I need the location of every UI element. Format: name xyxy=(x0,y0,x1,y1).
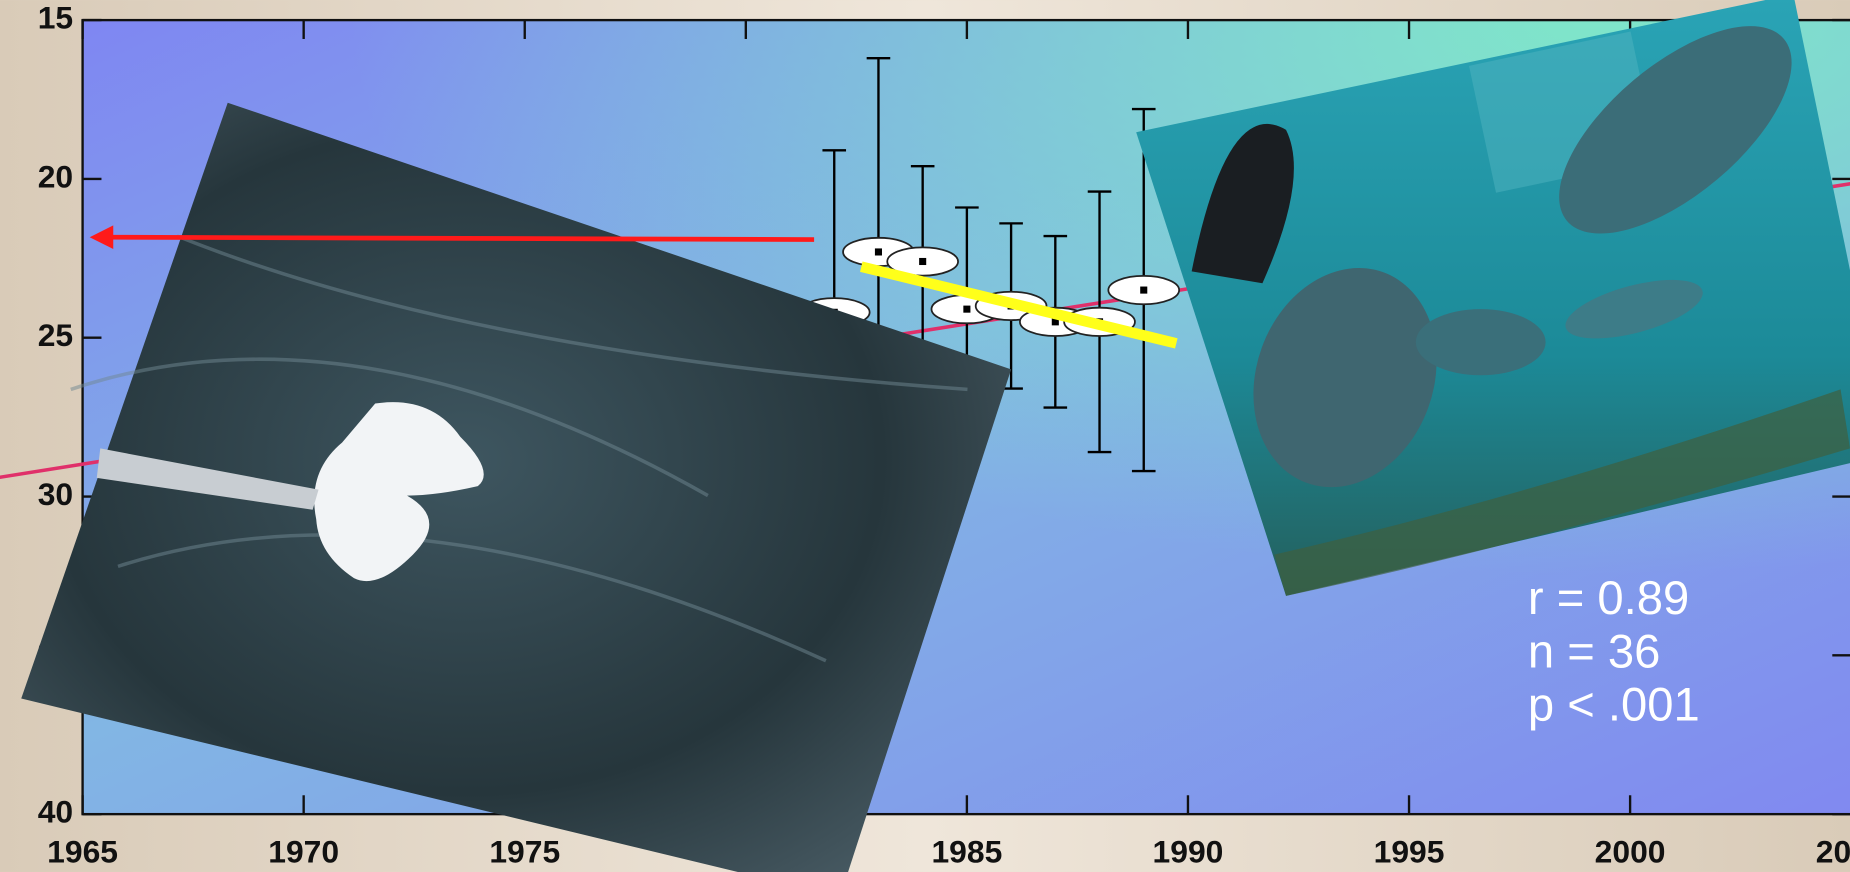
y-tick-label: 30 xyxy=(38,476,73,512)
point-dot xyxy=(1140,287,1147,294)
x-tick-label: 1995 xyxy=(1374,834,1445,870)
stat-annotation: r = 0.89 xyxy=(1528,572,1689,625)
x-tick-label: 1970 xyxy=(268,834,339,870)
point-dot xyxy=(919,258,926,265)
y-tick-label: 40 xyxy=(38,794,73,830)
chart: 1965197019751980198519901995200020051520… xyxy=(0,0,1850,872)
x-tick-label: 1985 xyxy=(931,834,1002,870)
point-dot xyxy=(963,306,970,313)
x-tick-label: 1975 xyxy=(489,834,560,870)
x-tick-label: 1990 xyxy=(1153,834,1224,870)
stat-annotation: p < .001 xyxy=(1528,678,1700,731)
page: 1965197019751980198519901995200020051520… xyxy=(0,0,1850,872)
stat-annotation: n = 36 xyxy=(1528,625,1661,678)
x-tick-label: 1965 xyxy=(47,834,118,870)
y-tick-label: 15 xyxy=(38,0,73,36)
x-tick-label: 2000 xyxy=(1595,834,1666,870)
point-dot xyxy=(875,248,882,255)
red-arrow xyxy=(104,237,814,239)
y-tick-label: 25 xyxy=(38,317,73,353)
x-tick-label: 2005 xyxy=(1816,834,1850,870)
y-tick-label: 20 xyxy=(38,158,73,194)
